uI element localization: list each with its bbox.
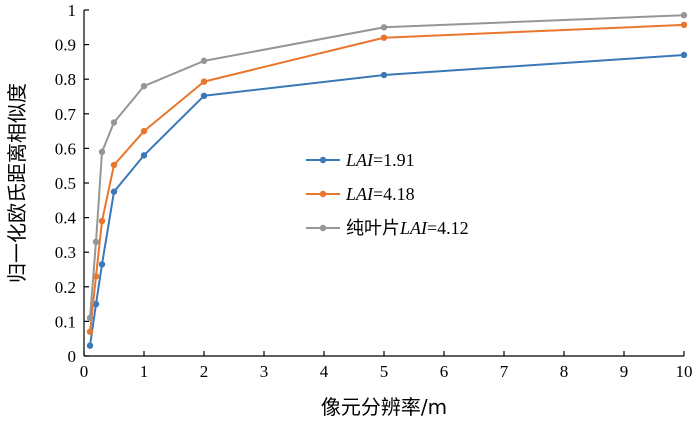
data-point [98,148,106,156]
x-tick-label: 5 [380,362,389,381]
legend-label-suffix: =4.12 [427,218,469,238]
legend-item: LAI=1.91 [306,150,415,170]
legend-label-prefix: 纯叶片 [346,218,400,239]
data-point [86,314,94,322]
legend-swatch-marker [319,190,327,198]
y-tick-label: 0.9 [55,36,76,55]
y-axis-title: 归一化欧氏距离相似度 [5,83,29,283]
series-line [89,23,685,332]
data-point [140,127,148,135]
y-tick-label: 0.3 [55,243,76,262]
data-point [680,11,688,19]
legend-swatch-marker [319,156,327,164]
series-line [89,54,685,346]
legend-label-italic: LAI [399,218,428,238]
y-tick-label: 0.2 [55,278,76,297]
data-point [110,188,118,195]
x-tick-label: 4 [320,362,329,381]
series-2 [86,21,688,335]
data-point [86,342,94,349]
data-point [680,21,688,29]
y-tick-label: 0.7 [55,105,77,124]
data-point [200,92,208,100]
data-point [86,328,94,335]
legend-swatch-marker [319,224,327,232]
data-point [110,119,118,126]
legend-item: 纯叶片LAI=4.12 [306,218,469,239]
series-line [89,14,685,318]
legend-label: LAI=1.91 [345,150,415,170]
x-axis-title: 像元分辨率/m [321,395,447,419]
y-tick-label: 0 [68,347,77,366]
data-point [680,51,688,59]
x-tick-label: 8 [560,362,569,381]
x-tick-label: 1 [140,362,149,381]
x-tick-label: 2 [200,362,209,381]
x-tick-label: 0 [80,362,89,381]
x-tick-label: 7 [500,362,509,381]
data-point [200,78,208,85]
x-tick-label: 9 [620,362,629,381]
series-3 [86,11,688,322]
y-tick-label: 1 [68,1,77,20]
data-point [200,57,208,65]
y-tick-label: 0.1 [55,312,76,331]
data-point [380,34,388,41]
legend-label-italic: LAI [345,150,374,170]
data-point [140,82,148,90]
x-tick-label: 6 [440,362,449,381]
data-point [140,152,148,159]
data-point [92,238,100,246]
y-tick-label: 0.5 [55,174,76,193]
data-point [380,71,388,79]
data-point [92,300,100,308]
y-tick-label: 0.6 [55,139,76,158]
series-layer [86,11,688,349]
x-tick-label: 10 [676,362,693,381]
series-1 [86,51,688,349]
legend-label: 纯叶片LAI=4.12 [346,218,469,239]
data-point [92,273,100,280]
legend-label: LAI=4.18 [345,184,415,204]
axes: 0 1 2 3 4 5 6 7 8 9 10 0 0.1 0.2 0.3 0.4 0.5 0.6 0.7 0.8 0.9… [55,1,693,381]
x-tick-label: 3 [260,362,269,381]
data-point [110,161,118,169]
data-point [98,217,106,225]
y-tick-label: 0.8 [55,70,76,89]
legend-label-italic: LAI [345,184,374,204]
data-point [380,24,388,31]
legend-label-suffix: =1.91 [373,150,415,170]
data-point [98,261,106,268]
legend-label-suffix: =4.18 [373,184,415,204]
legend-item: LAI=4.18 [306,184,415,204]
y-tick-label: 0.4 [55,209,77,228]
